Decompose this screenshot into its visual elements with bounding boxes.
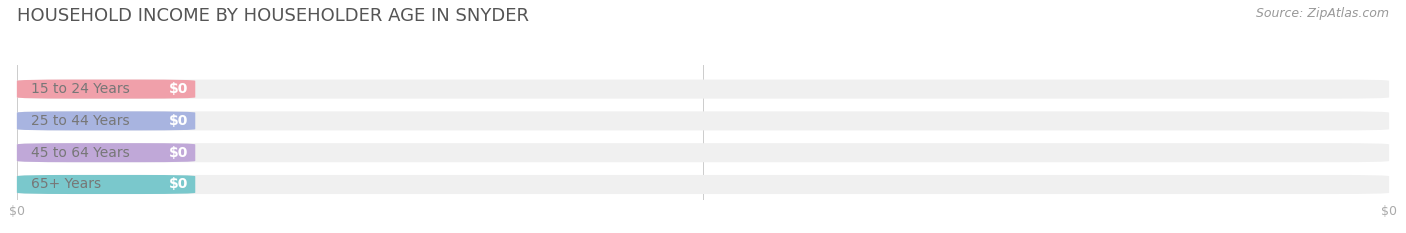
Text: $0: $0	[169, 146, 188, 160]
Text: HOUSEHOLD INCOME BY HOUSEHOLDER AGE IN SNYDER: HOUSEHOLD INCOME BY HOUSEHOLDER AGE IN S…	[17, 7, 529, 25]
Text: 45 to 64 Years: 45 to 64 Years	[31, 146, 129, 160]
Text: Source: ZipAtlas.com: Source: ZipAtlas.com	[1256, 7, 1389, 20]
Text: 65+ Years: 65+ Years	[31, 178, 101, 192]
Text: $0: $0	[169, 82, 188, 96]
FancyBboxPatch shape	[17, 175, 1389, 194]
Text: 15 to 24 Years: 15 to 24 Years	[31, 82, 129, 96]
FancyBboxPatch shape	[17, 143, 195, 162]
Text: $0: $0	[169, 114, 188, 128]
FancyBboxPatch shape	[17, 79, 1389, 99]
Text: $0: $0	[169, 178, 188, 192]
FancyBboxPatch shape	[17, 175, 195, 194]
FancyBboxPatch shape	[17, 79, 195, 99]
FancyBboxPatch shape	[17, 111, 195, 130]
FancyBboxPatch shape	[17, 143, 1389, 162]
Text: 25 to 44 Years: 25 to 44 Years	[31, 114, 129, 128]
FancyBboxPatch shape	[17, 111, 1389, 130]
